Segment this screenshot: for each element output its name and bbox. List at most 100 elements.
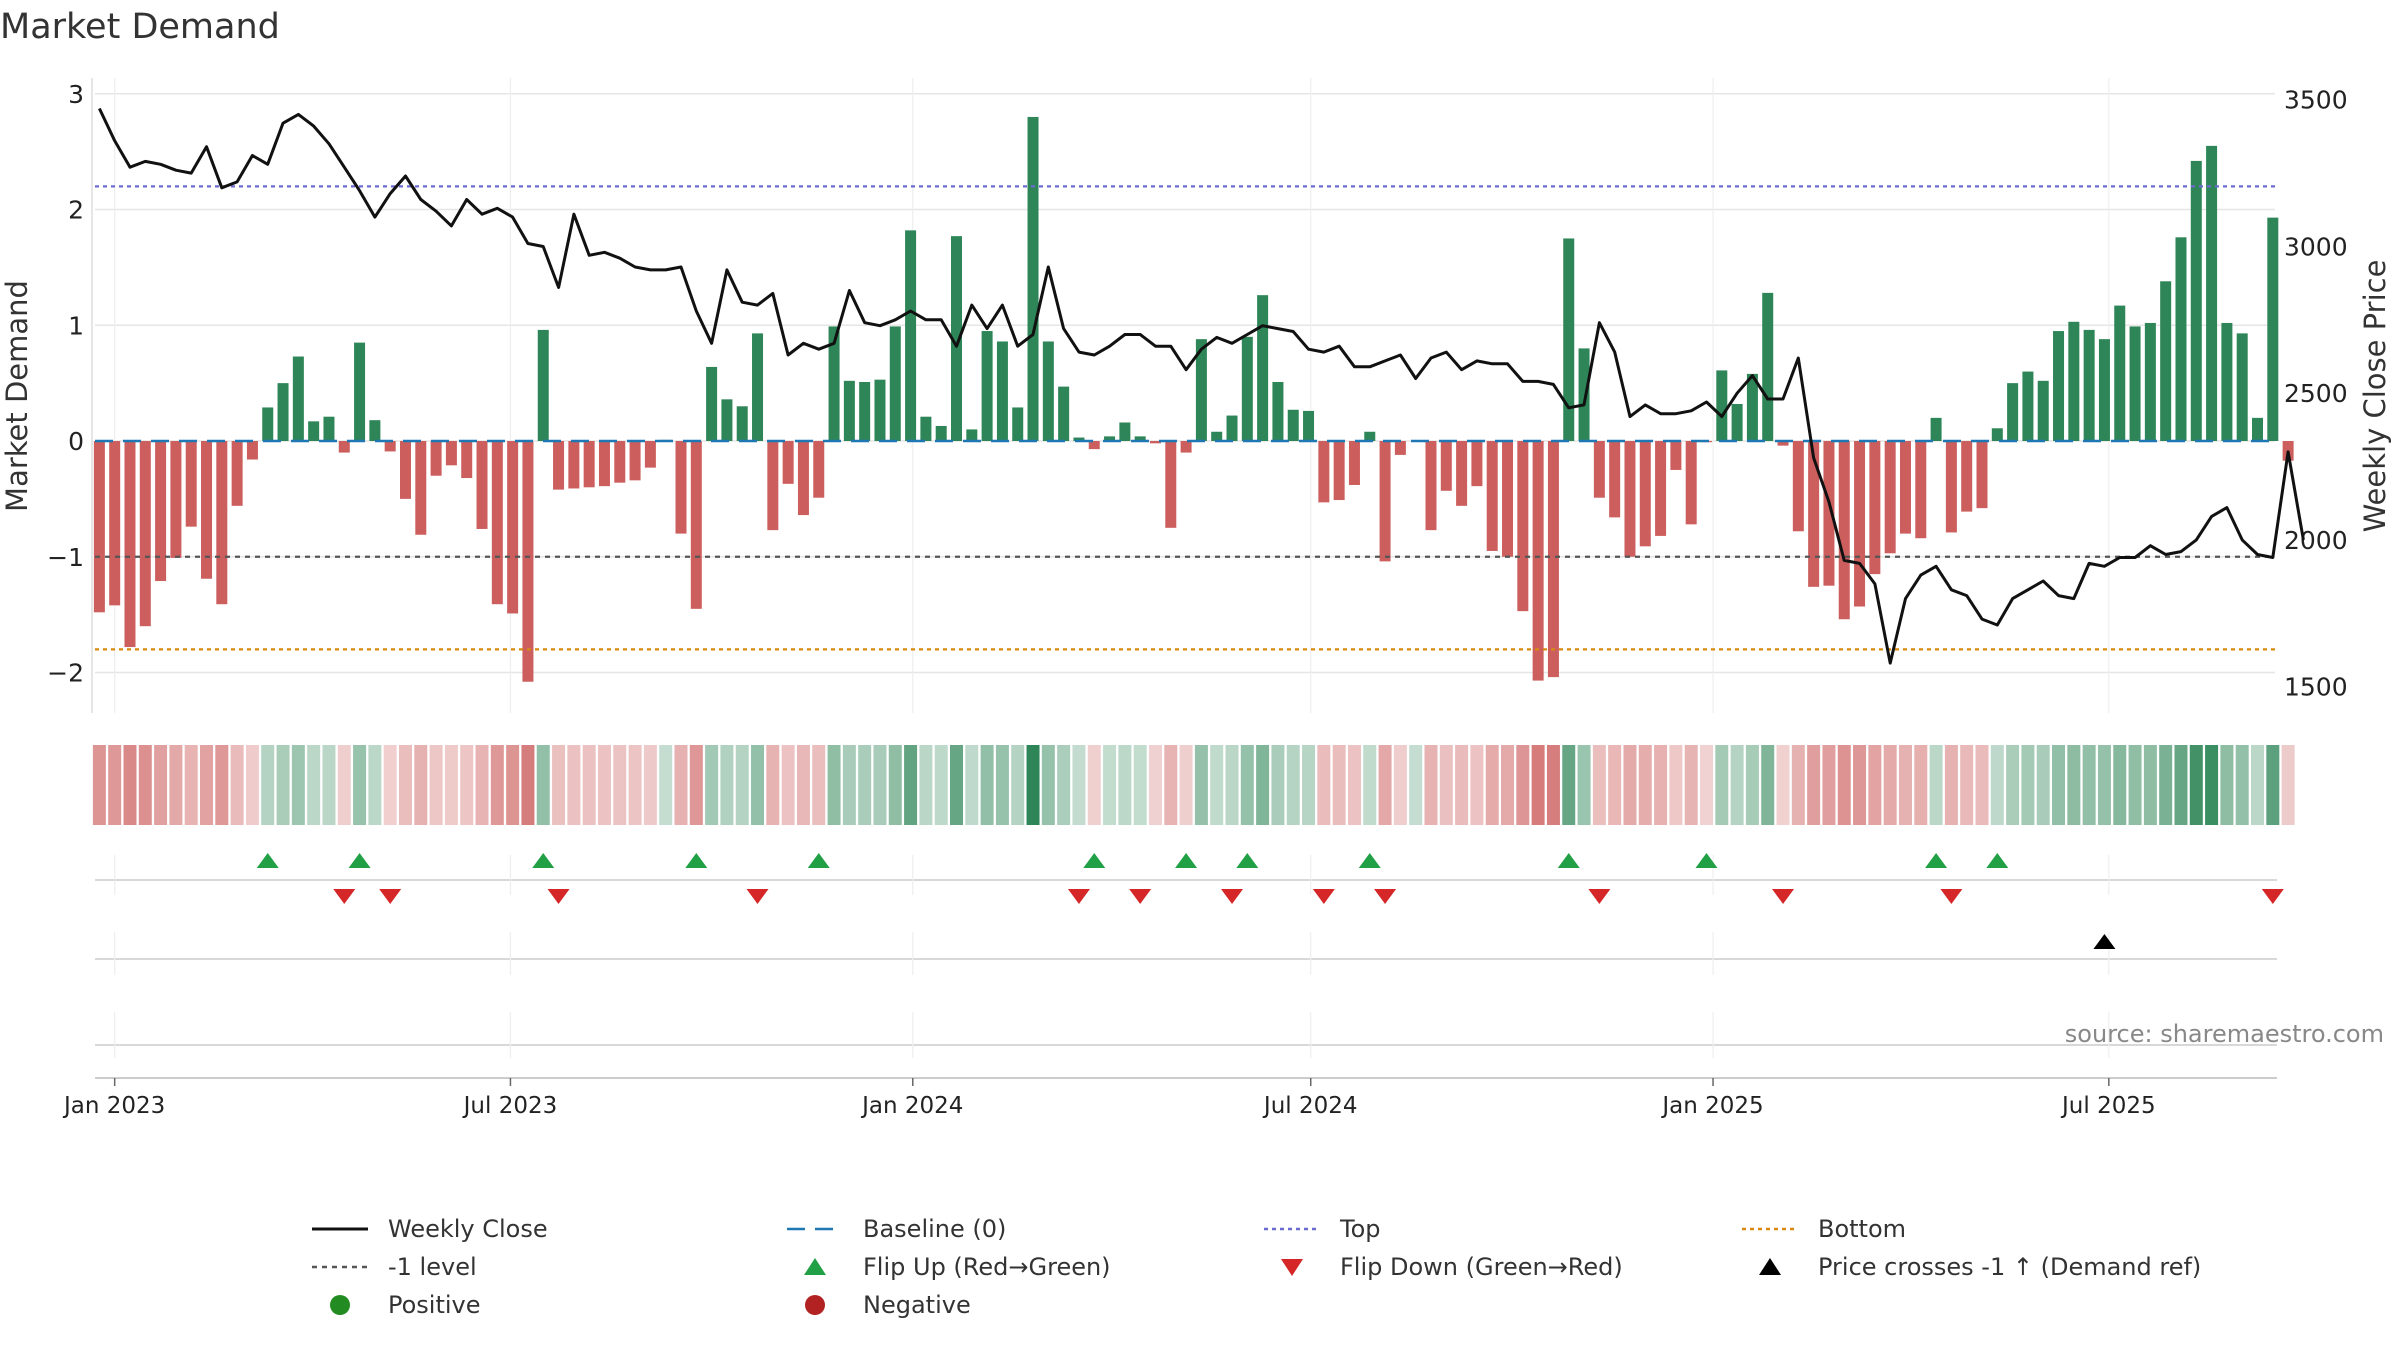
- heat-cell: [1745, 745, 1759, 825]
- demand-bar: [1241, 336, 1253, 442]
- flip-down-marker: [746, 889, 769, 904]
- flip-down-marker: [333, 889, 356, 904]
- demand-bar: [1517, 441, 1529, 612]
- demand-bar: [1670, 441, 1682, 470]
- demand-bar: [797, 441, 809, 516]
- demand-bar: [1104, 436, 1116, 442]
- demand-bar: [1930, 417, 1942, 442]
- heat-cell: [2266, 745, 2280, 825]
- y-axis-label-right: Weekly Close Price: [2358, 260, 2392, 533]
- demand-bar: [2022, 371, 2034, 442]
- legend-weekly-close-label: Weekly Close: [388, 1215, 548, 1243]
- demand-bar: [1915, 441, 1927, 539]
- event-markers: [95, 853, 2284, 1079]
- demand-bar: [1945, 441, 1957, 533]
- demand-bar: [124, 441, 136, 648]
- y-tick-right: 2500: [2284, 379, 2348, 408]
- demand-bar: [246, 441, 258, 460]
- heat-cell: [2097, 745, 2111, 825]
- heat-cell: [2159, 745, 2173, 825]
- heat-cell: [2251, 745, 2265, 825]
- heat-cell: [1057, 745, 1071, 825]
- heat-cell: [827, 745, 841, 825]
- flip-up-marker: [532, 853, 555, 868]
- demand-bar: [1257, 295, 1269, 442]
- heat-cell: [475, 745, 489, 825]
- flip-up-marker: [256, 853, 279, 868]
- legend-minus1-level: -1 level: [310, 1249, 477, 1285]
- flip-down-marker: [2261, 889, 2284, 904]
- demand-bar: [1624, 441, 1636, 557]
- heat-cell: [1761, 745, 1775, 825]
- heat-cell: [1409, 745, 1423, 825]
- heat-cell: [291, 745, 305, 825]
- demand-bar: [1532, 441, 1544, 681]
- legend: Weekly Close -1 level Positive Baseline …: [300, 1205, 2260, 1325]
- heat-cell: [261, 745, 275, 825]
- heat-cell: [705, 745, 719, 825]
- heat-cell: [1608, 745, 1622, 825]
- flip-up-marker: [1358, 853, 1381, 868]
- heat-cell: [2128, 745, 2142, 825]
- heat-cell: [904, 745, 918, 825]
- heat-cell: [1194, 745, 1208, 825]
- demand-bar: [1058, 386, 1070, 442]
- demand-bar: [966, 429, 978, 442]
- demand-bar: [1318, 441, 1330, 503]
- y-tick-right: 3500: [2284, 86, 2348, 115]
- demand-bar: [1226, 415, 1238, 442]
- heat-cell: [2006, 745, 2020, 825]
- demand-bar: [2206, 145, 2218, 442]
- price-cross-marker: [2093, 934, 2116, 949]
- heat-cell: [1546, 745, 1560, 825]
- flip-down-marker: [1067, 889, 1090, 904]
- heat-cell: [2235, 745, 2249, 825]
- heat-cell: [1011, 745, 1025, 825]
- demand-heat-strip: [92, 745, 2295, 825]
- demand-bar: [93, 441, 105, 613]
- demand-bar: [629, 441, 641, 481]
- demand-bar: [2221, 322, 2233, 442]
- heat-cell: [1485, 745, 1499, 825]
- demand-bar: [951, 236, 963, 442]
- demand-bar: [905, 230, 917, 442]
- heat-cell: [1791, 745, 1805, 825]
- demand-bar: [2053, 331, 2065, 442]
- heat-cell: [1317, 745, 1331, 825]
- heat-cell: [1210, 745, 1224, 825]
- heat-cell: [2143, 745, 2157, 825]
- demand-bar: [828, 326, 840, 442]
- legend-price-cross: Price crosses -1 ↑ (Demand ref): [1740, 1249, 2201, 1285]
- demand-bar: [1119, 422, 1131, 442]
- demand-bar: [1639, 441, 1651, 547]
- demand-bar: [1211, 431, 1223, 442]
- heat-cell: [1424, 745, 1438, 825]
- heat-cell: [567, 745, 581, 825]
- heat-cell: [1592, 745, 1606, 825]
- demand-bar: [690, 441, 702, 609]
- legend-price-cross-triangle-icon: [1759, 1258, 1781, 1275]
- legend-top-swatch: [1264, 1227, 1320, 1231]
- heat-cell: [659, 745, 673, 825]
- heat-cell: [1868, 745, 1882, 825]
- demand-bar: [1348, 441, 1360, 485]
- demand-bar: [1991, 428, 2003, 442]
- heat-cell: [873, 745, 887, 825]
- demand-bar: [262, 407, 274, 442]
- demand-bar: [1165, 441, 1177, 528]
- heat-cell: [429, 745, 443, 825]
- demand-bar: [476, 441, 488, 529]
- x-tick-label: Jul 2024: [1262, 1093, 1358, 1119]
- demand-bar: [1961, 441, 1973, 512]
- demand-bar: [399, 441, 411, 499]
- heat-cell: [184, 745, 198, 825]
- demand-bar: [1027, 116, 1039, 442]
- demand-bar: [920, 416, 932, 442]
- demand-bar: [1303, 410, 1315, 442]
- heat-cell: [1240, 745, 1254, 825]
- heat-cell: [1470, 745, 1484, 825]
- y-tick-left: 0: [68, 427, 84, 456]
- flip-up-marker: [807, 853, 830, 868]
- demand-bar: [736, 406, 748, 442]
- flip-up-marker: [1175, 853, 1198, 868]
